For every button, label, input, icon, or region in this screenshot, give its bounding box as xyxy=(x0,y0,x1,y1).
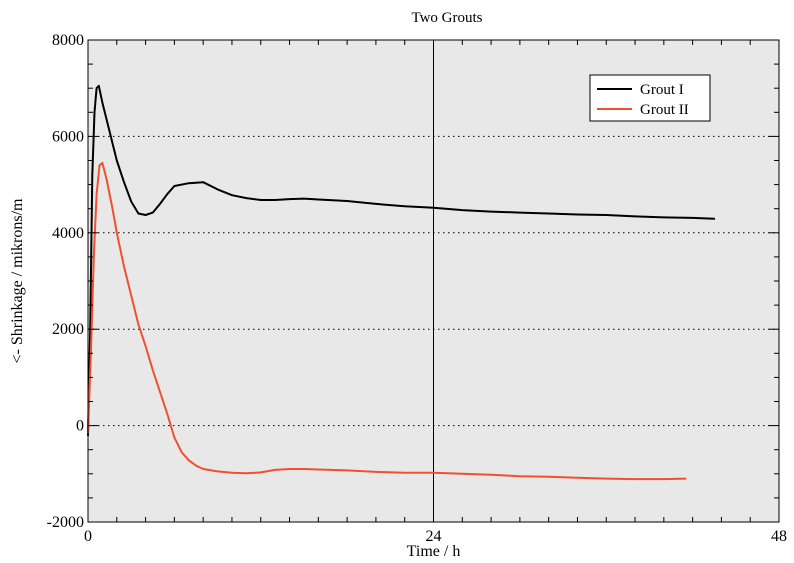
x-tick-label: 48 xyxy=(771,528,787,545)
legend: Grout I Grout II xyxy=(589,74,711,122)
y-tick-label: 6000 xyxy=(52,128,84,145)
legend-box xyxy=(589,74,711,122)
y-tick-label: 2000 xyxy=(52,321,84,338)
axis-ticks xyxy=(87,39,780,523)
y-axis-label: <- Shrinkage / mikrons/m xyxy=(9,198,26,364)
y-tick-label: -2000 xyxy=(47,514,84,531)
x-axis-label: Time / h xyxy=(407,543,461,560)
y-tick-label: 4000 xyxy=(52,225,84,242)
x-tick-label: 0 xyxy=(84,528,92,545)
x-tick-label: 24 xyxy=(426,528,442,545)
series-layer xyxy=(87,84,716,481)
series-line-2 xyxy=(87,161,687,481)
legend-label-grout-2: Grout II xyxy=(640,102,689,118)
y-tick-label: 0 xyxy=(76,418,84,435)
y-tick-label: 8000 xyxy=(52,32,84,49)
chart-subtitle: Two Grouts xyxy=(411,10,482,26)
legend-label-grout-1: Grout I xyxy=(640,82,684,98)
series-line-1 xyxy=(87,84,716,437)
